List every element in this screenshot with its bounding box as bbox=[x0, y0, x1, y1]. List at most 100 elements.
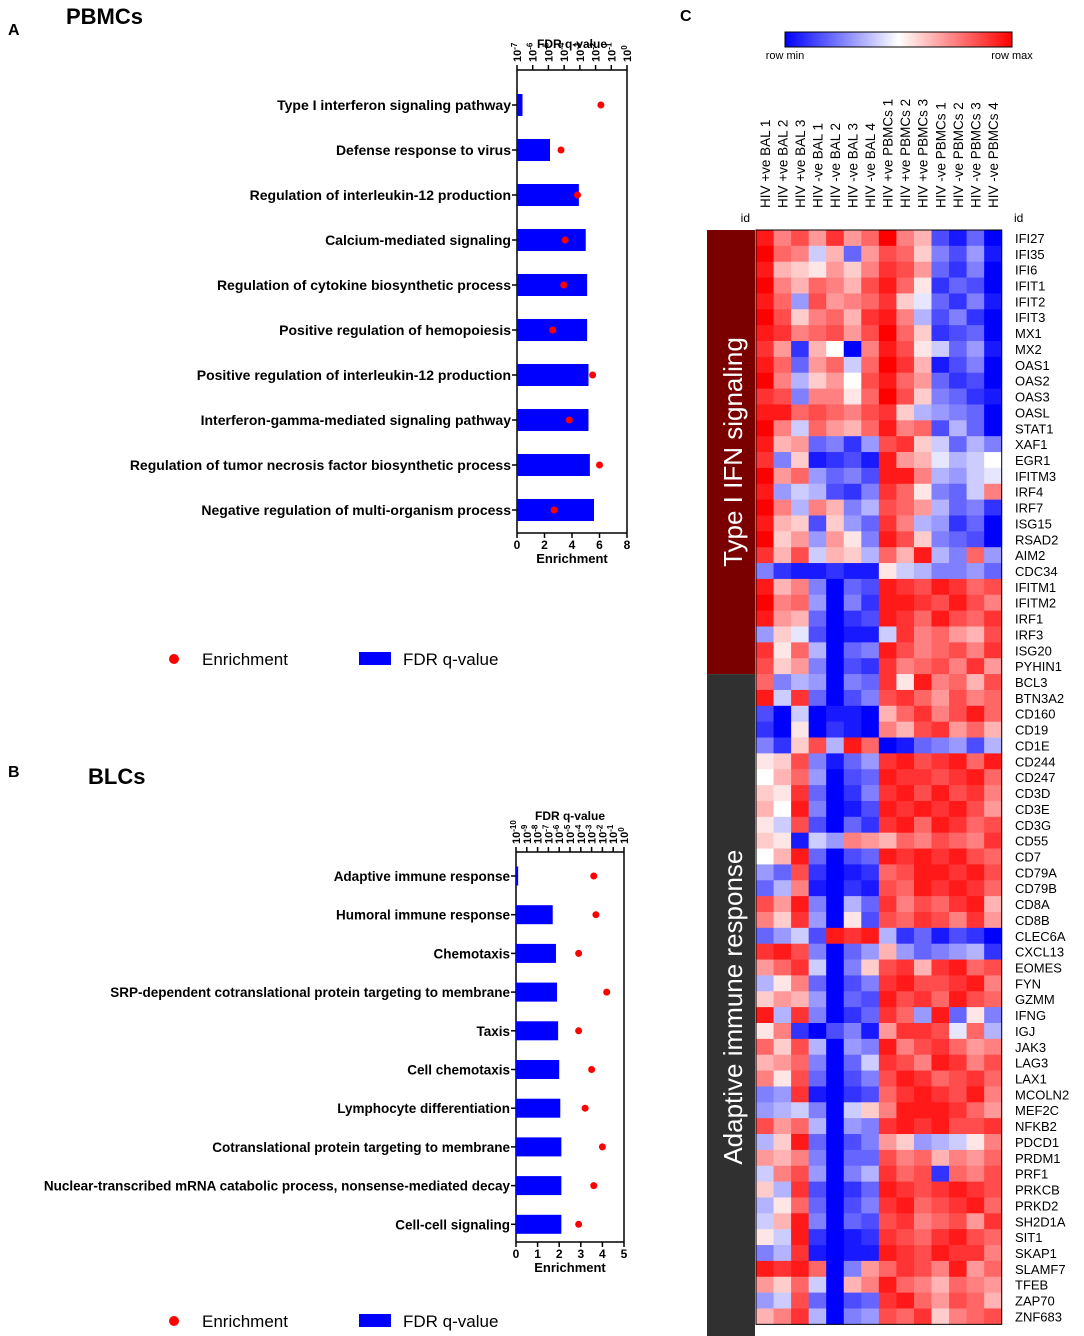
heatmap-cell bbox=[843, 1292, 862, 1309]
heatmap-cell bbox=[826, 1054, 845, 1071]
pbmc-x-axis-label: Enrichment bbox=[536, 551, 608, 566]
heatmap-cell bbox=[791, 737, 810, 754]
heatmap-cell bbox=[949, 1308, 967, 1325]
heatmap-cell bbox=[843, 1245, 862, 1262]
heatmap-cell bbox=[931, 1181, 950, 1198]
heatmap-cell bbox=[861, 911, 880, 929]
heatmap-cell bbox=[878, 563, 897, 580]
heatmap-cell bbox=[984, 245, 1003, 263]
heatmap-cell bbox=[773, 261, 792, 278]
pbmc-enrichment-point bbox=[596, 461, 603, 469]
heatmap-cell bbox=[896, 293, 915, 310]
heatmap-cell bbox=[966, 721, 985, 738]
heatmap-cell bbox=[756, 1007, 774, 1024]
heatmap-cell bbox=[896, 911, 915, 929]
heatmap-cell bbox=[843, 515, 862, 532]
heatmap-cell bbox=[773, 436, 792, 453]
heatmap-cell bbox=[931, 705, 950, 723]
heatmap-cell bbox=[966, 1213, 985, 1230]
heatmap-cell bbox=[896, 642, 915, 659]
heatmap-cell bbox=[808, 1149, 827, 1167]
heatmap-cell bbox=[896, 230, 915, 247]
heatmap-cell bbox=[913, 1134, 932, 1151]
heatmap-cell bbox=[791, 1245, 810, 1262]
pbmc-legend-dot bbox=[169, 654, 179, 664]
heatmap-cell bbox=[861, 1292, 880, 1309]
heatmap-cell bbox=[843, 1038, 862, 1056]
pbmc-bar bbox=[517, 409, 589, 431]
heatmap-cell bbox=[791, 420, 810, 437]
heatmap-cell bbox=[896, 420, 915, 437]
heatmap-cell bbox=[984, 1023, 1003, 1040]
heatmap-cell bbox=[791, 1165, 810, 1182]
heatmap-cell bbox=[861, 404, 880, 421]
heatmap-column-label: HIV +ve PBMCs 2 bbox=[898, 99, 913, 208]
heatmap-cell bbox=[896, 943, 915, 960]
heatmap-cell bbox=[826, 642, 845, 659]
heatmap-cell bbox=[861, 1149, 880, 1167]
heatmap-cell bbox=[949, 1292, 967, 1309]
heatmap-row-label: PRDM1 bbox=[1015, 1151, 1061, 1166]
heatmap-cell bbox=[896, 388, 915, 405]
heatmap-cell bbox=[913, 658, 932, 675]
heatmap-column-label: HIV +ve BAL 2 bbox=[775, 120, 790, 208]
heatmap-cell bbox=[843, 880, 862, 897]
heatmap-cell bbox=[791, 325, 810, 342]
heatmap-cell bbox=[861, 848, 880, 865]
pbmc-bar bbox=[517, 229, 586, 251]
pbmc-category-label: Positive regulation of interleukin-12 pr… bbox=[197, 367, 511, 383]
heatmap-cell bbox=[949, 769, 967, 786]
heatmap-cell bbox=[966, 626, 985, 643]
heatmap-cell bbox=[931, 1245, 950, 1262]
heatmap-cell bbox=[966, 1292, 985, 1309]
heatmap-cell bbox=[791, 1197, 810, 1214]
heatmap-cell bbox=[826, 1007, 845, 1024]
heatmap-cell bbox=[756, 436, 774, 453]
heatmap-cell bbox=[896, 1102, 915, 1119]
heatmap-cell bbox=[826, 388, 845, 405]
heatmap-cell bbox=[896, 1213, 915, 1230]
heatmap-cell bbox=[931, 356, 950, 374]
heatmap-cell bbox=[878, 293, 897, 310]
heatmap-cell bbox=[826, 816, 845, 834]
heatmap-cell bbox=[861, 785, 880, 802]
heatmap-cell bbox=[808, 356, 827, 374]
heatmap-cell bbox=[913, 420, 932, 437]
heatmap-cell bbox=[913, 277, 932, 294]
heatmap-cell bbox=[913, 1023, 932, 1040]
heatmap-cell bbox=[826, 499, 845, 516]
heatmap-cell bbox=[913, 261, 932, 278]
heatmap-row-label: OASL bbox=[1015, 405, 1050, 420]
blc-category-label: Cell chemotaxis bbox=[407, 1063, 510, 1078]
blc-bar bbox=[516, 943, 556, 963]
heatmap-cell bbox=[773, 245, 792, 263]
heatmap-cell bbox=[826, 547, 845, 564]
heatmap-cell bbox=[861, 1229, 880, 1246]
heatmap-cell bbox=[984, 563, 1003, 580]
heatmap-cell bbox=[949, 277, 967, 294]
heatmap-cell bbox=[966, 896, 985, 913]
heatmap-row-label: CD3E bbox=[1015, 802, 1050, 817]
heatmap-cell bbox=[791, 1118, 810, 1135]
heatmap-cell bbox=[931, 372, 950, 389]
heatmap-cell bbox=[913, 1054, 932, 1071]
heatmap-cell bbox=[773, 1181, 792, 1198]
pbmc-enrichment-point bbox=[574, 191, 581, 199]
heatmap-cell bbox=[773, 943, 792, 960]
heatmap-cell bbox=[826, 689, 845, 707]
heatmap-cell bbox=[984, 737, 1003, 754]
heatmap-cell bbox=[949, 1102, 967, 1119]
blc-x-tick-label: 0 bbox=[513, 1247, 520, 1261]
pbmc-bar bbox=[517, 274, 588, 296]
heatmap-cell bbox=[843, 1149, 862, 1167]
heatmap-cell bbox=[826, 436, 845, 453]
heatmap-cell bbox=[931, 1007, 950, 1024]
blc-x-tick-label: 1 bbox=[534, 1247, 541, 1261]
heatmap-cell bbox=[808, 785, 827, 802]
heatmap-cell bbox=[984, 642, 1003, 659]
heatmap-cell bbox=[773, 896, 792, 913]
heatmap-cell bbox=[931, 499, 950, 516]
heatmap-cell bbox=[826, 1118, 845, 1135]
heatmap-cell bbox=[966, 1165, 985, 1182]
heatmap-cell bbox=[791, 1102, 810, 1119]
